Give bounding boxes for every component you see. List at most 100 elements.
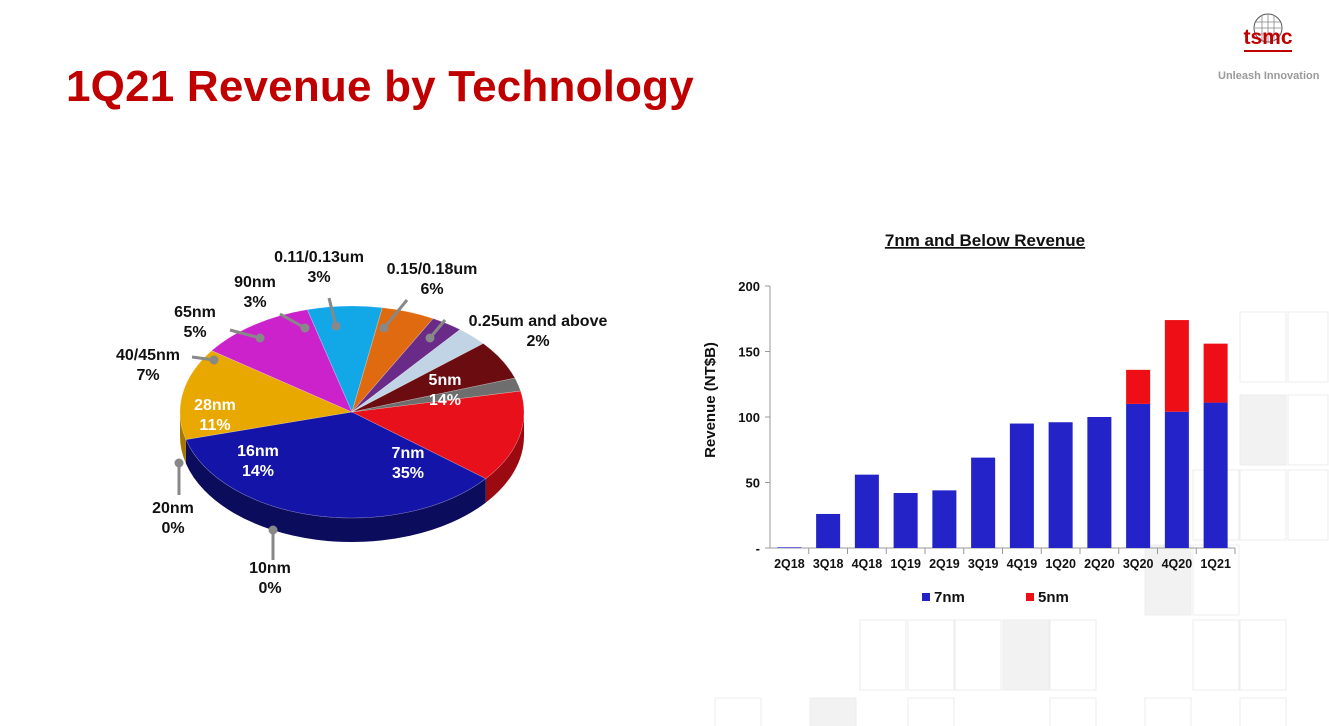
wafer-icon <box>1253 13 1283 43</box>
background-tile <box>954 619 1002 691</box>
bar-5nm-3q20 <box>1126 369 1151 404</box>
bar-7nm-4q19 <box>1009 423 1034 548</box>
pie-label-percent: 14% <box>242 463 274 480</box>
pie-label-name: 90nm <box>234 274 276 291</box>
logo-wordmark: tsmc <box>1243 26 1292 49</box>
pie-label-percent: 0% <box>258 580 281 597</box>
pie-slice-16nm <box>179 350 354 440</box>
bar-7nm-3q18 <box>816 513 841 548</box>
logo-tagline: Unleash Innovation <box>1218 70 1320 82</box>
pie-slice-90nm <box>351 318 461 413</box>
legend-swatch-5nm <box>1026 593 1034 601</box>
pie-slice-0-25um-and-above <box>351 377 521 413</box>
pie-label-name: 65nm <box>174 304 216 321</box>
pie-slice-65nm <box>351 307 434 413</box>
background-tile <box>859 619 907 691</box>
pie-label-percent: 3% <box>307 269 330 286</box>
pie-leader-dot <box>379 323 389 333</box>
background-tile <box>809 697 857 726</box>
pie-label-percent: 0% <box>161 520 184 537</box>
bar-5nm-1q21 <box>1203 343 1228 403</box>
pie-side-5nm <box>485 412 524 503</box>
bar-5nm-4q20 <box>1164 320 1189 412</box>
tsmc-logo: tsmc <box>1243 13 1293 52</box>
background-tile <box>1239 619 1287 691</box>
pie-label-name: 28nm <box>194 397 236 414</box>
bar-chart-title: 7nm and Below Revenue <box>885 231 1085 250</box>
bar-x-tick-label: 1Q20 <box>1045 557 1076 571</box>
bar-y-tick-label: 200 <box>738 279 760 294</box>
pie-label-name: 0.11/0.13um <box>274 249 364 266</box>
bar-x-tick-label: 2Q19 <box>929 557 960 571</box>
pie-label-name: 7nm <box>392 445 425 462</box>
pie-label-percent: 7% <box>136 367 159 384</box>
bar-x-tick-label: 3Q19 <box>968 557 999 571</box>
bar-y-tick-label: 150 <box>738 345 760 360</box>
bar-7nm-3q19 <box>971 457 996 548</box>
bar-y-tick-label: 50 <box>746 476 760 491</box>
pie-slice-40-45nm <box>306 305 383 413</box>
background-tile <box>1002 619 1050 691</box>
bar-x-tick-label: 4Q19 <box>1007 557 1038 571</box>
bar-x-tick-label: 3Q18 <box>813 557 844 571</box>
pie-label-name: 0.15/0.18um <box>387 261 478 278</box>
pie-label-percent: 14% <box>429 392 461 409</box>
background-tiles <box>714 311 1329 726</box>
pie-label-percent: 5% <box>183 324 206 341</box>
7nm-revenue-bar-chart: 7nm and Below Revenue Revenue (NT$B) - 50… <box>702 231 1236 606</box>
bar-7nm-2q18 <box>777 547 802 548</box>
pie-leader-dot <box>300 323 310 333</box>
bar-7nm-1q20 <box>1048 422 1073 548</box>
background-tile <box>1287 394 1329 466</box>
pie-label-name: 16nm <box>237 443 279 460</box>
background-tile <box>1287 311 1329 383</box>
bar-x-tick-label: 1Q21 <box>1200 557 1231 571</box>
background-tile <box>714 697 762 726</box>
pie-leader-dot <box>255 333 265 343</box>
background-tile <box>1239 394 1287 466</box>
technology-pie-chart: 5nm 14% 7nm 35% 10nm 0% 16nm 14% 20nm 0% 28nm 11% 40… <box>116 249 608 597</box>
background-tile <box>1239 311 1287 383</box>
pie-leader-dot <box>331 321 341 331</box>
pie-label-name: 5nm <box>429 372 462 389</box>
pie-label-percent: 6% <box>420 281 443 298</box>
pie-slice-7nm <box>185 411 487 519</box>
pie-label-name: 40/45nm <box>116 347 180 364</box>
background-tile <box>1049 619 1097 691</box>
pie-label-percent: 11% <box>199 417 230 434</box>
pie-leader-line <box>382 299 409 329</box>
background-tile <box>1192 544 1240 616</box>
bar-x-tick-label: 2Q20 <box>1084 557 1115 571</box>
pie-leader-dot <box>425 333 435 343</box>
bar-7nm-2q20 <box>1087 417 1112 548</box>
bar-7nm-1q19 <box>893 492 918 548</box>
background-tile <box>1144 697 1192 726</box>
pie-side-7nm <box>185 439 486 542</box>
pie-leader-line <box>279 312 306 330</box>
legend-swatch-7nm <box>922 593 930 601</box>
background-tile <box>907 697 955 726</box>
background-tile <box>1239 469 1287 541</box>
bar-x-tick-label: 4Q20 <box>1162 557 1193 571</box>
pie-label-percent: 2% <box>526 333 549 350</box>
bar-7nm-3q20 <box>1126 403 1151 548</box>
bar-7nm-1q21 <box>1203 402 1228 548</box>
background-tile <box>907 619 955 691</box>
pie-label-name: 0.25um and above <box>469 313 608 330</box>
background-tile <box>1239 697 1287 726</box>
pie-leader-dot <box>209 355 219 365</box>
pie-label-name: 10nm <box>249 560 291 577</box>
bar-x-tick-label: 1Q19 <box>890 557 921 571</box>
pie-label-percent: 3% <box>243 294 266 311</box>
bar-x-tick-label: 2Q18 <box>774 557 805 571</box>
pie-slice-5nm <box>350 390 525 479</box>
bar-chart-y-axis-label: Revenue (NT$B) <box>702 342 719 458</box>
bar-x-tick-label: 4Q18 <box>852 557 883 571</box>
pie-slice-0-15-0-18um <box>351 343 516 413</box>
background-tile <box>1287 469 1329 541</box>
bar-y-tick-label: 100 <box>738 410 760 425</box>
pie-slice-0-11-0-13um <box>351 329 484 413</box>
pie-leader-line <box>327 297 338 327</box>
bar-7nm-4q20 <box>1164 411 1189 548</box>
pie-label-name: 20nm <box>152 500 194 517</box>
